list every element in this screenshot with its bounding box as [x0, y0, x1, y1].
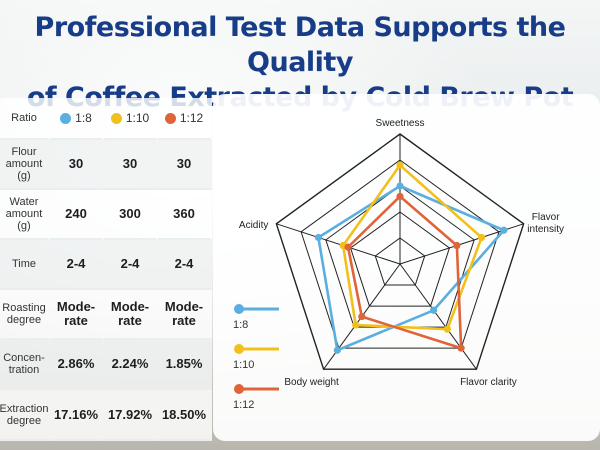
series-line — [316, 184, 507, 353]
axis-label: Flavor clarity — [460, 377, 517, 388]
table-cell: 2.86% — [50, 340, 104, 390]
ratio-label: 1:10 — [125, 111, 150, 125]
ratio-dot-icon — [60, 112, 72, 124]
row-label-roasting: Roasting degree — [0, 290, 50, 340]
table-cell: 240 — [50, 190, 104, 240]
table-cell: 18.50% — [158, 390, 212, 441]
series-line — [341, 163, 484, 331]
ratio-header-cell: Ratio — [0, 98, 50, 140]
table-cell: 30 — [104, 140, 158, 190]
table-cell: 360 — [158, 190, 212, 240]
ratio-cell-2: 1:10 — [104, 98, 158, 140]
row-label-extraction: Extraction degree — [0, 390, 50, 441]
ratio-header-label: Ratio — [11, 112, 37, 124]
grid-ring — [275, 133, 525, 370]
axis-label: Acidity — [239, 220, 268, 231]
grid-ring — [374, 237, 426, 286]
axis-spoke — [276, 223, 401, 265]
grid-ring — [349, 211, 451, 307]
legend-label: 1:8 — [233, 319, 248, 331]
table-cell: 17.16% — [50, 390, 104, 441]
axis-label: Body weight — [284, 377, 339, 388]
table-cell: 30 — [50, 140, 104, 190]
axis-label: Sweetness — [376, 118, 425, 129]
table-cell: 300 — [104, 190, 158, 240]
table-cell: Mode-rate — [158, 290, 212, 340]
row-label-concentration: Concen-tration — [0, 340, 50, 390]
row-label-flour: Flour amount (g) — [0, 140, 50, 190]
table-cell: 2-4 — [50, 240, 104, 290]
series-point — [453, 241, 461, 250]
table-cell: 1.85% — [158, 340, 212, 390]
series-point — [314, 233, 322, 242]
radar-chart: Sweetness Flavor intensity Flavor clarity Bo… — [233, 118, 564, 411]
row-label-water: Water amount (g) — [0, 190, 50, 240]
legend-label: 1:10 — [233, 359, 254, 371]
series-point — [358, 312, 366, 321]
series-point — [396, 182, 404, 190]
row-label-time: Time — [0, 240, 50, 290]
series-point — [352, 321, 360, 329]
series-line — [346, 194, 463, 350]
series-point — [344, 243, 352, 251]
radar-chart-panel: Sweetness Flavor intensity Flavor clarity Bo… — [213, 94, 600, 441]
table-cell: 30 — [158, 140, 212, 190]
ratio-cell-3: 1:12 — [158, 98, 212, 140]
spec-table: Ratio 1:8 1:10 1:12 Flour amount (g) 30 … — [0, 98, 212, 441]
series-point — [478, 233, 486, 242]
series-point — [396, 161, 404, 169]
table-cell: 17.92% — [104, 390, 158, 441]
ratio-cell-1: 1:8 — [50, 98, 104, 140]
axis-spoke — [399, 263, 477, 370]
table-cell: Mode-rate — [104, 290, 158, 340]
series-point — [457, 344, 465, 352]
ratio-label: 1:8 — [75, 111, 92, 125]
table-cell: 2-4 — [104, 240, 158, 290]
series-point — [443, 325, 451, 333]
table-cell: 2.24% — [104, 340, 158, 390]
legend-label: 1:12 — [233, 399, 254, 411]
series-point — [430, 306, 438, 314]
ratio-dot-icon — [110, 112, 122, 124]
series-point — [333, 346, 341, 354]
table-cell: Mode-rate — [50, 290, 104, 340]
ratio-label: 1:12 — [179, 111, 204, 125]
axis-label: Flavor intensity — [527, 212, 564, 235]
table-cell: 2-4 — [158, 240, 212, 290]
series-point — [396, 192, 404, 200]
ratio-dot-icon — [164, 112, 176, 124]
title-line-1: Professional Test Data Supports the Qual… — [34, 12, 566, 78]
series-point — [500, 226, 508, 234]
